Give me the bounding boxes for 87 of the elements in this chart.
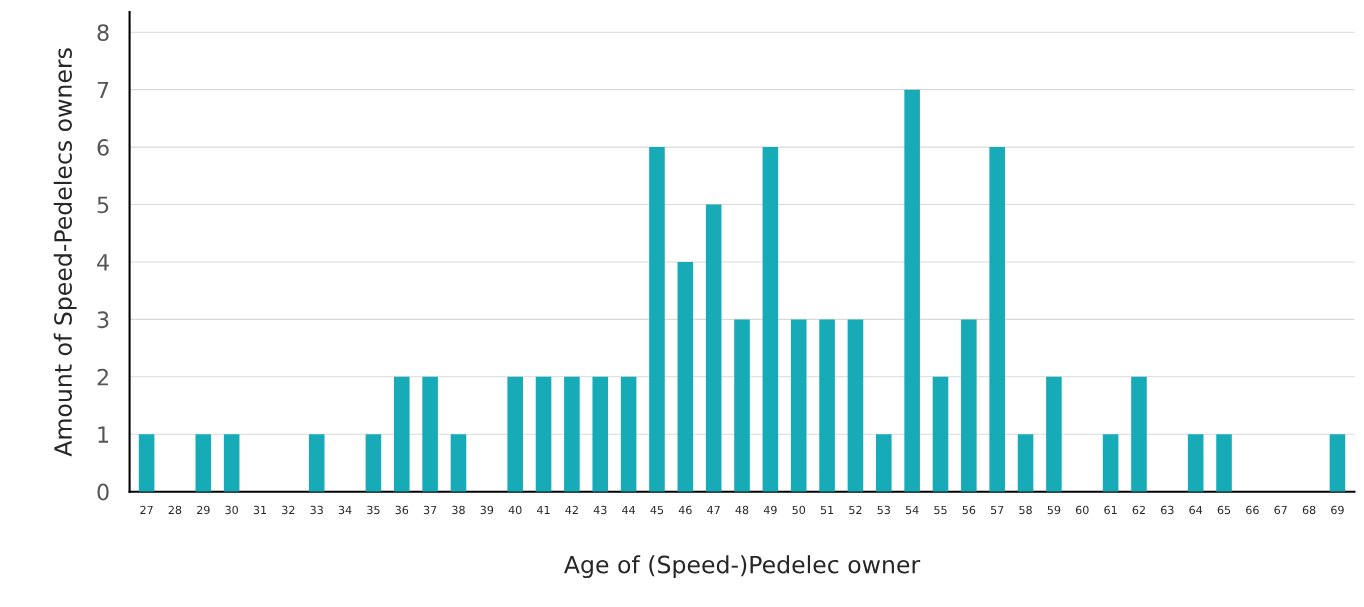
x-tick-label: 48	[735, 505, 749, 515]
x-axis-title: Age of (Speed-)Pedelec owner	[564, 555, 921, 579]
bar	[138, 434, 155, 492]
x-tick-label: 49	[763, 505, 777, 515]
x-tick-label: 52	[849, 505, 862, 515]
bar	[875, 434, 892, 492]
x-tick-label: 65	[1217, 505, 1231, 515]
y-tick-label: 5	[97, 196, 109, 214]
x-tick-label: 61	[1104, 505, 1117, 515]
x-tick-label: 27	[140, 505, 153, 514]
bar	[1131, 376, 1147, 492]
y-tick-label: 2	[97, 368, 108, 386]
bar	[535, 376, 552, 492]
x-tick-label: 46	[678, 505, 692, 515]
x-tick-label: 39	[480, 505, 494, 515]
bar	[620, 376, 637, 492]
x-tick-label: 40	[508, 505, 522, 515]
bar	[790, 319, 807, 492]
x-tick-label: 30	[225, 505, 238, 515]
bar	[819, 319, 835, 492]
x-tick-label: 57	[990, 505, 1004, 515]
bar	[422, 376, 438, 492]
x-tick-label: 45	[650, 505, 664, 515]
x-tick-label: 33	[310, 505, 323, 515]
y-tick-label: 0	[97, 483, 109, 501]
bar	[989, 147, 1005, 492]
bar	[649, 147, 665, 492]
x-tick-label: 59	[1047, 505, 1061, 515]
bar	[847, 319, 864, 492]
bar	[904, 89, 920, 492]
y-axis-title: Amount of Speed-Pedelecs owners	[53, 48, 77, 457]
bar	[1102, 434, 1119, 492]
bar	[1187, 434, 1204, 492]
x-tick-label: 41	[537, 505, 550, 514]
x-tick-label: 37	[423, 505, 437, 515]
x-tick-label: 47	[707, 505, 720, 514]
x-tick-label: 34	[338, 505, 352, 515]
x-tick-label: 66	[1246, 505, 1259, 515]
bar	[507, 376, 523, 492]
y-tick-label: 7	[97, 81, 109, 99]
bar	[762, 147, 779, 492]
x-tick-label: 42	[565, 505, 578, 514]
bar	[961, 319, 977, 492]
bar	[564, 376, 580, 492]
y-tick-label: 3	[97, 311, 109, 329]
x-tick-label: 60	[1075, 505, 1089, 515]
bar	[1216, 434, 1232, 492]
x-tick-label: 64	[1189, 505, 1203, 515]
bar	[308, 434, 325, 492]
x-tick-label: 36	[395, 505, 409, 515]
bar	[705, 204, 722, 492]
bar	[365, 434, 382, 492]
bar	[223, 434, 240, 492]
bar	[592, 376, 609, 492]
x-tick-label: 51	[820, 505, 834, 515]
x-tick-label: 67	[1274, 505, 1287, 515]
x-tick-label: 55	[934, 505, 947, 515]
x-tick-label: 32	[282, 505, 295, 515]
y-tick-label: 8	[97, 24, 109, 41]
x-tick-label: 44	[622, 505, 636, 514]
x-tick-label: 54	[905, 505, 919, 515]
bar	[734, 319, 750, 492]
bar	[195, 434, 212, 492]
x-tick-label: 43	[593, 505, 607, 515]
x-tick-label: 38	[452, 505, 465, 515]
x-tick-label: 29	[197, 505, 210, 515]
x-tick-label: 62	[1132, 505, 1145, 515]
bar	[1017, 434, 1034, 492]
bar	[393, 376, 410, 492]
x-tick-label: 58	[1019, 505, 1032, 515]
bar	[932, 376, 949, 492]
bar	[1329, 434, 1346, 492]
bar	[677, 261, 694, 492]
bar	[1046, 376, 1062, 492]
x-tick-label: 35	[367, 505, 380, 515]
x-tick-label: 50	[792, 505, 806, 515]
x-tick-label: 68	[1302, 505, 1316, 515]
x-tick-label: 31	[253, 505, 267, 515]
y-tick-label: 1	[98, 426, 109, 443]
x-tick-label: 28	[168, 505, 182, 515]
y-tick-label: 6	[97, 139, 109, 156]
x-tick-label: 56	[962, 505, 976, 515]
y-tick-label: 4	[97, 254, 109, 271]
x-tick-label: 69	[1331, 505, 1344, 515]
x-tick-label: 53	[877, 505, 890, 515]
bar	[450, 434, 467, 492]
x-tick-label: 63	[1161, 505, 1174, 515]
